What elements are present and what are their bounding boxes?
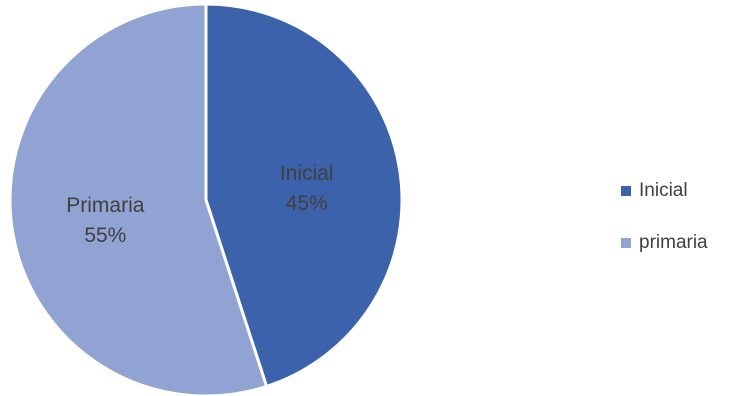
pie-slice-primaria (8, 2, 269, 396)
legend-label-primaria: primaria (639, 232, 708, 253)
legend-item-inicial: Inicial (621, 178, 708, 204)
slice-category-label-primaria: Primaria (66, 194, 144, 217)
legend-swatch-primaria (621, 238, 631, 248)
legend-swatch-inicial (621, 186, 631, 196)
legend-label-inicial: Inicial (639, 180, 688, 201)
pie-slice-inicial (204, 2, 404, 388)
legend: Inicial primaria (621, 178, 708, 282)
pie-labels: Inicial 45% Primaria 55% (66, 162, 333, 247)
legend-item-primaria: primaria (621, 230, 708, 256)
slice-percent-label-primaria: 55% (84, 224, 126, 247)
pie-slices (8, 2, 404, 396)
slice-percent-label-inicial: 45% (286, 192, 328, 215)
slice-category-label-inicial: Inicial (280, 162, 334, 185)
